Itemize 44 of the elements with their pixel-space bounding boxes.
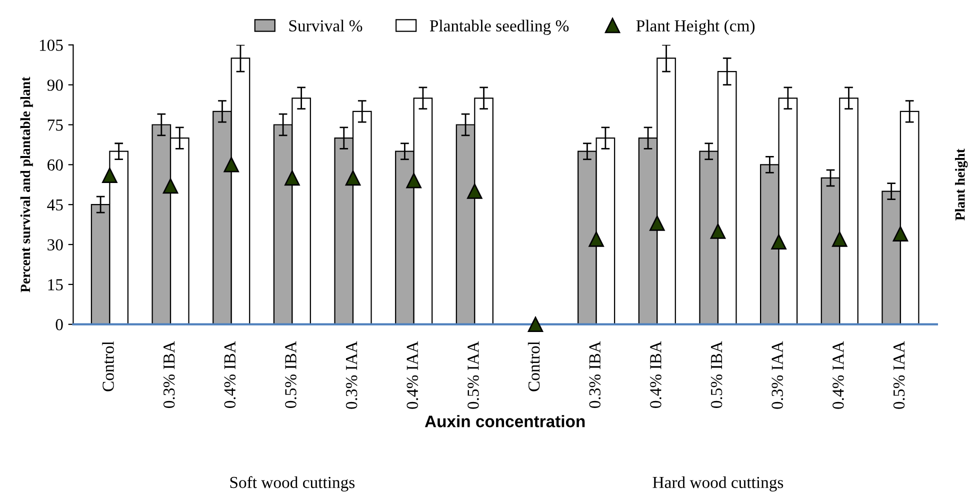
x-tick-label: 0.4% IAA xyxy=(832,341,844,409)
point xyxy=(467,184,482,199)
point xyxy=(345,170,361,186)
point xyxy=(588,232,604,247)
legend-label: Plantable seedling % xyxy=(430,20,569,35)
legend-label: Plant Height (cm) xyxy=(636,20,755,35)
point xyxy=(284,170,300,186)
x-tick-label: 0.3% IAA xyxy=(346,341,358,409)
y-tick-label: 75 xyxy=(48,120,63,131)
point xyxy=(528,316,544,332)
y-tick-label: 90 xyxy=(47,80,63,91)
x-tick-label: Control xyxy=(102,341,114,392)
x-tick-label: 0.4% IBA xyxy=(650,341,662,408)
point xyxy=(102,168,118,183)
x-tick-label: 0.5% IAA xyxy=(893,341,905,409)
x-tick-label: 0.5% IBA xyxy=(285,341,296,408)
y2-axis-title: Plant height xyxy=(955,148,968,220)
y-tick-label: 0 xyxy=(56,319,63,330)
x-tick-label: 0.3% IBA xyxy=(163,341,175,408)
x-tick-label: 0.5% IBA xyxy=(710,341,722,408)
point xyxy=(162,178,178,194)
x-axis-title: Auxin concentration xyxy=(424,415,585,428)
x-tick-label: 0.4% IBA xyxy=(224,341,236,408)
x-tick-label: 0.3% IBA xyxy=(589,341,601,408)
legend-label: Survival % xyxy=(289,20,362,32)
x-tick-label: 0.3% IAA xyxy=(772,341,784,409)
y-tick-label: 105 xyxy=(40,40,63,51)
y-axis-title: Percent survival and plantable plant xyxy=(20,76,33,292)
y-tick-label: 15 xyxy=(48,279,63,290)
point xyxy=(406,173,422,188)
y-tick-label: 45 xyxy=(47,199,63,211)
text: Hard wood cuttings xyxy=(652,476,784,492)
point xyxy=(650,216,665,231)
x-tick-label: 0.4% IAA xyxy=(406,341,418,409)
point xyxy=(224,157,239,172)
y-tick-label: 30 xyxy=(48,239,63,250)
text: Soft wood cuttings xyxy=(230,476,355,492)
x-tick-label: 0.5% IAA xyxy=(468,341,479,409)
point xyxy=(710,224,726,239)
point xyxy=(771,234,786,250)
point xyxy=(892,226,908,242)
x-tick-label: Control xyxy=(528,341,540,392)
point xyxy=(832,232,848,247)
y-tick-label: 60 xyxy=(48,159,63,171)
